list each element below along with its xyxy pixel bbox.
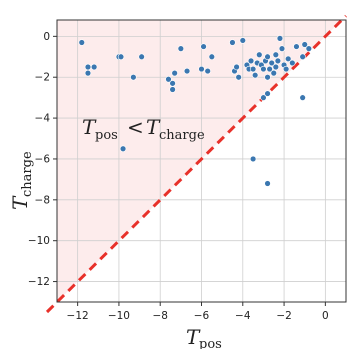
data-point [299,53,306,60]
x-tick-label: −10 [108,310,130,322]
data-point [268,59,275,67]
data-point [229,39,236,46]
data-point [198,65,205,73]
data-point [266,65,273,73]
data-point [272,63,280,71]
diagonal-line [45,14,348,314]
data-point [264,53,271,60]
x-tick-label: 0 [322,310,329,322]
y-tick-label: −2 [35,72,50,84]
annotation-group: T pos < T charge [82,115,205,143]
data-point [249,65,257,73]
data-point [183,67,191,75]
data-point [119,145,127,152]
data-point [285,55,292,63]
y-axis-label-main: T [8,195,32,210]
data-point [84,63,92,71]
data-point [171,69,178,77]
data-point [264,180,271,187]
data-point [208,53,216,60]
annotation-sub1: pos [95,128,118,143]
data-point [247,57,255,65]
y-tick-label: 0 [43,31,50,43]
grid [57,20,346,302]
data-point [204,67,211,75]
x-axis-label-main: T [186,325,201,349]
data-points [78,35,313,187]
y-axis-label-sub: charge [20,151,35,197]
data-point [169,86,176,93]
data-point [305,45,313,52]
data-point [270,69,277,77]
data-point [90,63,98,71]
data-point [165,76,172,83]
data-point [117,53,125,60]
x-tick-label: −4 [235,310,251,322]
data-point [138,53,145,60]
x-axis-label: T pos [186,325,222,352]
data-point [299,94,306,101]
annotation-t1: T [82,115,97,139]
plot-area [45,14,348,314]
data-point [249,155,257,163]
data-point [200,43,207,50]
data-point [239,37,246,44]
data-point [177,45,185,52]
data-point [78,39,85,46]
data-point [264,74,271,81]
data-point [282,65,290,73]
y-axis-label: T charge [8,151,35,210]
y-tick-label: −8 [35,194,50,206]
data-point [274,57,282,65]
x-tick-label: −2 [276,310,291,322]
x-axis-label-sub: pos [199,337,222,349]
data-point [84,69,92,77]
annotation-sub2: charge [159,128,205,143]
data-point [276,35,284,42]
data-point [278,45,286,52]
data-point [235,74,242,81]
annotation-op: < [127,115,144,139]
data-point [233,63,240,71]
annotation-t2: T [146,115,161,139]
y-tick-label: −4 [35,113,51,125]
data-point [260,94,267,101]
data-point [293,43,300,50]
data-point [260,65,267,73]
data-point [272,51,280,58]
data-point [256,51,263,58]
data-point [130,74,137,81]
data-point [289,59,296,67]
data-point [301,41,308,48]
x-tick-label: −8 [152,310,167,322]
y-tick-label: −10 [28,235,50,247]
y-axis: 0 −2 −4 −6 −8 −10 −12 [28,31,57,288]
x-axis: −12 −10 −8 −6 −4 −2 0 [67,302,329,322]
y-tick-label: −12 [28,276,50,288]
x-tick-label: −12 [67,310,89,322]
y-tick-label: −6 [35,153,51,165]
x-tick-label: −6 [194,310,210,322]
data-point [264,90,271,97]
data-point [169,80,176,87]
data-point [251,71,259,79]
